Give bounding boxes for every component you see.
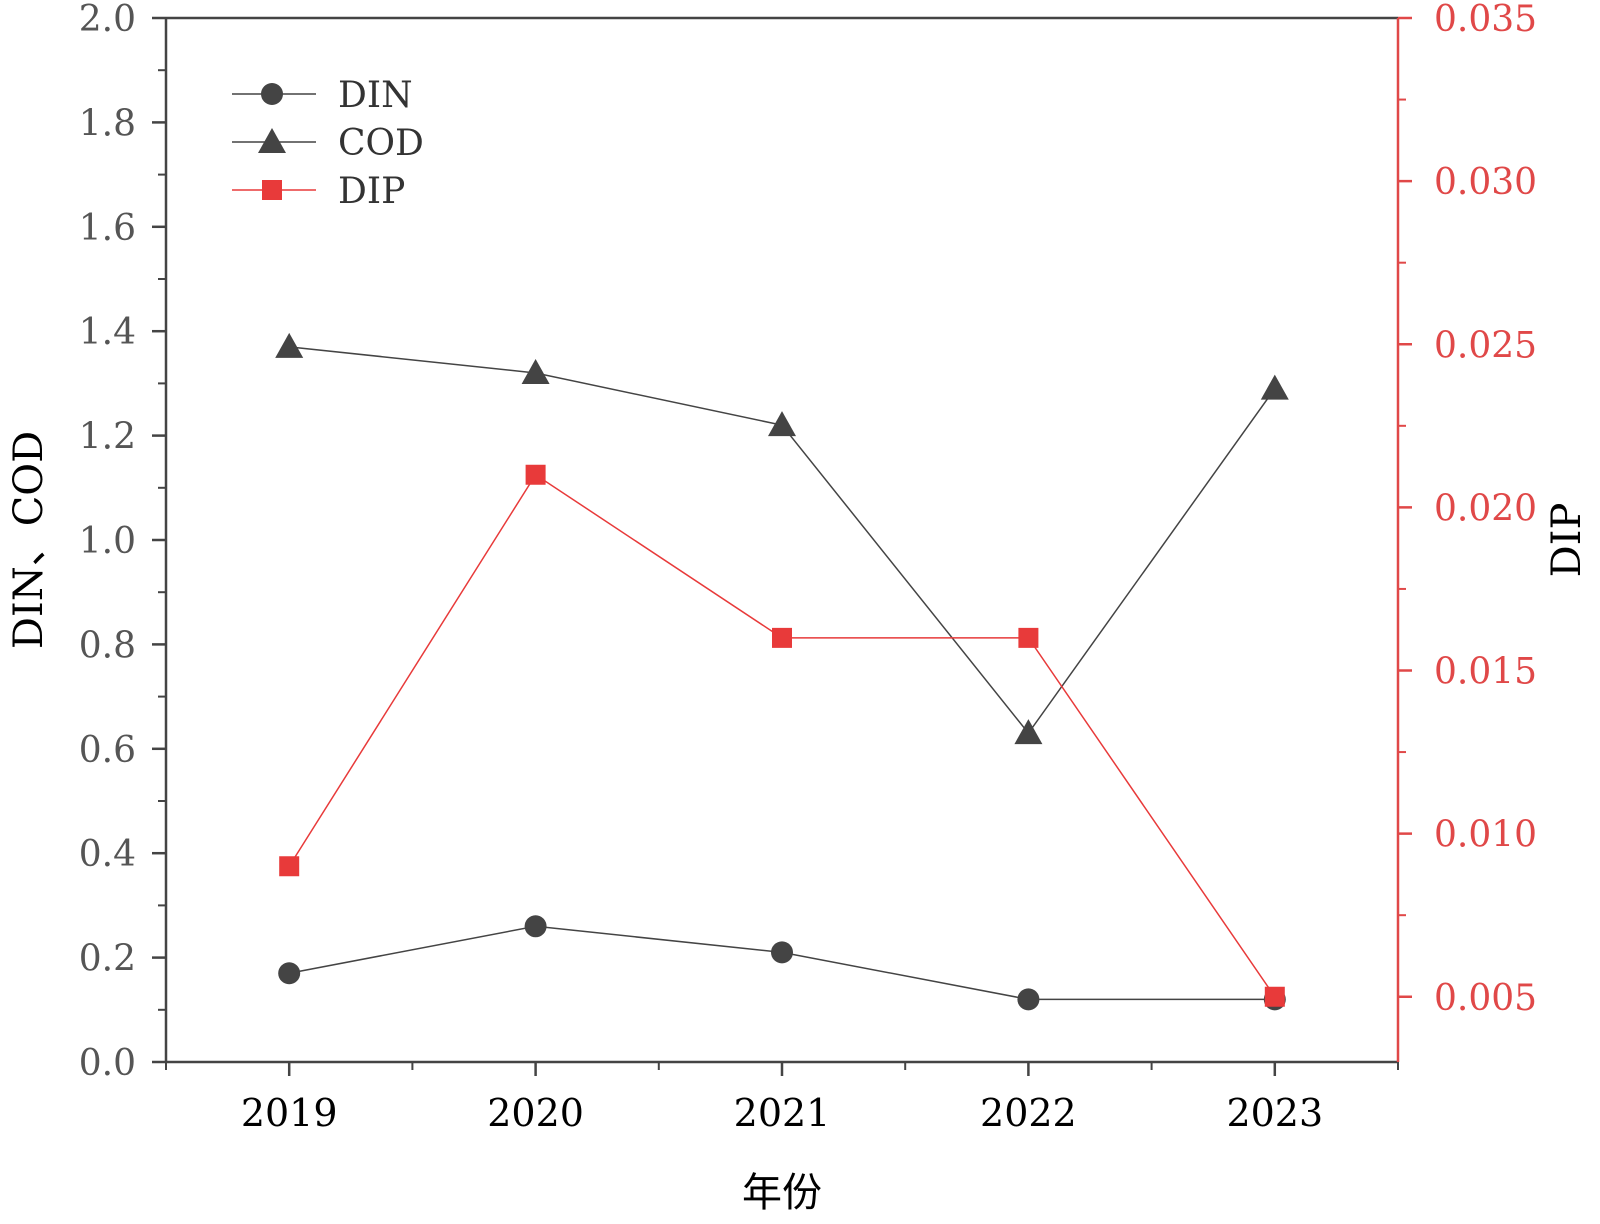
data-point-din bbox=[1017, 988, 1040, 1011]
y-right-tick-label: 0.015 bbox=[1434, 652, 1537, 693]
legend: DIN COD DIP bbox=[232, 75, 424, 212]
y-left-tick-label: 1.8 bbox=[79, 103, 136, 144]
y-axis-left-title: DIN、COD bbox=[6, 431, 52, 649]
legend-label: COD bbox=[338, 123, 424, 164]
data-point-din bbox=[771, 941, 793, 964]
legend-marker-triangle bbox=[258, 128, 286, 153]
y-left-tick-label: 0.8 bbox=[79, 625, 136, 666]
y-right-tick-label: 0.005 bbox=[1434, 978, 1537, 1019]
y-left-tick-label: 1.6 bbox=[79, 208, 136, 249]
legend-item-cod: COD bbox=[232, 123, 424, 164]
data-point-dip bbox=[772, 627, 792, 648]
axes: 0.0 0.2 0.4 0.6 0.8 1.0 1.2 1.4 1.6 1.8 2.0 0.005 0.… bbox=[79, 0, 1537, 1135]
data-point-cod bbox=[521, 358, 550, 384]
series-cod bbox=[275, 332, 1289, 745]
legend-marker-square bbox=[262, 180, 282, 200]
series-line-cod bbox=[289, 346, 1276, 735]
y-right-tick-label: 0.030 bbox=[1434, 162, 1537, 203]
y-left-tick-label: 1.0 bbox=[79, 521, 136, 562]
data-point-dip bbox=[279, 856, 300, 877]
y-left-tick-label: 2.0 bbox=[79, 0, 136, 40]
y-right-tick-label: 0.020 bbox=[1434, 488, 1537, 529]
data-point-dip bbox=[1018, 627, 1039, 648]
y-right-tick-label: 0.035 bbox=[1434, 0, 1537, 40]
x-axis-title: 年份 bbox=[742, 1170, 822, 1216]
y-axis-right-title: DIP bbox=[1544, 503, 1590, 578]
x-tick-label: 2020 bbox=[487, 1091, 584, 1135]
data-point-dip bbox=[525, 464, 546, 485]
series-line-dip bbox=[288, 473, 1276, 998]
x-tick-label: 2023 bbox=[1226, 1091, 1323, 1135]
data-point-cod bbox=[768, 411, 796, 437]
y-left-tick-label: 0.0 bbox=[79, 1043, 136, 1084]
data-point-dip bbox=[1264, 986, 1285, 1007]
legend-item-din: DIN bbox=[232, 75, 413, 116]
legend-label: DIP bbox=[338, 171, 405, 212]
legend-item-dip: DIP bbox=[232, 171, 405, 212]
data-point-cod bbox=[1260, 374, 1289, 400]
y-right-tick-label: 0.010 bbox=[1434, 815, 1537, 856]
series-dip bbox=[279, 464, 1285, 1007]
series-din bbox=[278, 915, 1286, 1011]
y-left-tick-label: 1.4 bbox=[79, 312, 136, 353]
y-left-tick-label: 0.6 bbox=[79, 730, 136, 771]
data-point-cod bbox=[275, 332, 304, 358]
y-left-tick-label: 1.2 bbox=[79, 417, 136, 458]
x-tick-label: 2019 bbox=[241, 1091, 338, 1135]
x-tick-label: 2022 bbox=[980, 1091, 1077, 1135]
data-point-din bbox=[278, 962, 301, 985]
y-right-tick-label: 0.025 bbox=[1434, 325, 1537, 366]
y-left-tick-label: 0.2 bbox=[79, 939, 136, 980]
legend-label: DIN bbox=[338, 75, 413, 116]
series-layer bbox=[275, 332, 1289, 1011]
y-left-tick-label: 0.4 bbox=[79, 834, 136, 875]
legend-marker-circle bbox=[261, 83, 283, 105]
data-point-cod bbox=[1014, 719, 1043, 745]
x-tick-label: 2021 bbox=[734, 1091, 831, 1135]
data-point-din bbox=[524, 915, 547, 938]
